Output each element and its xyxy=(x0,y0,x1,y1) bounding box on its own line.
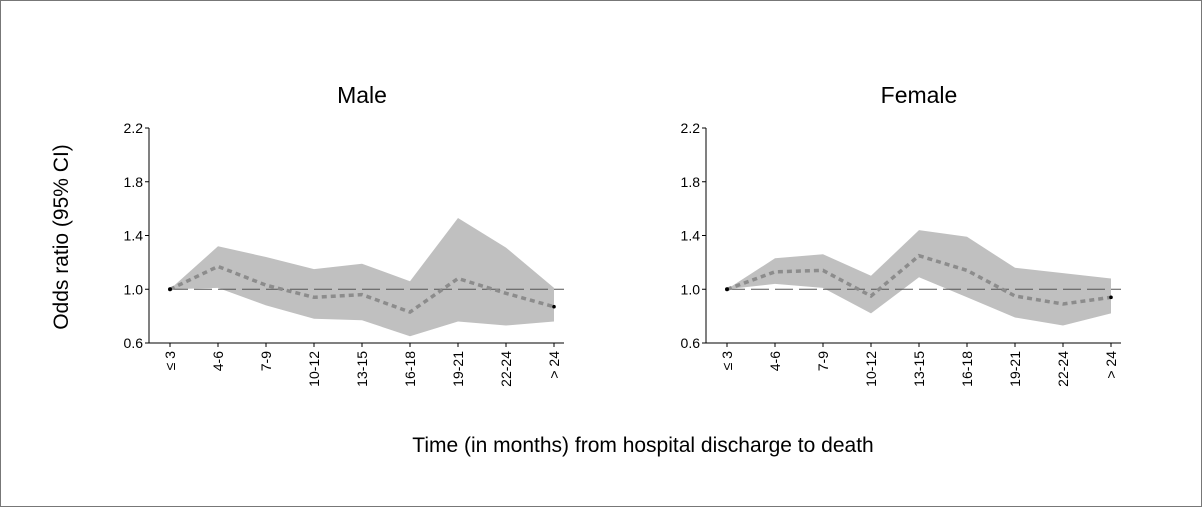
female-x-tick-label: 22-24 xyxy=(1055,351,1071,387)
male-x-tick-label: 13-15 xyxy=(354,351,370,387)
female-y-tick-label: 2.2 xyxy=(681,120,701,136)
male-x-tick-label: 16-18 xyxy=(402,351,418,387)
panel-male: 0.6 1.0 1.4 1.8 2.2 ≤ 3 4-6 7-9 10-12 13-15 16-18 1… xyxy=(124,82,564,387)
female-x-tick-label: ≤ 3 xyxy=(719,351,735,371)
male-reference-point xyxy=(168,287,172,291)
male-x-tick-label: 7-9 xyxy=(258,351,274,371)
male-panel-title: Male xyxy=(337,82,387,108)
male-y-tick-label: 1.8 xyxy=(124,174,144,190)
female-y-tick-label: 1.4 xyxy=(681,228,701,244)
female-x-tick-label: 16-18 xyxy=(959,351,975,387)
male-y-tick-label: 1.0 xyxy=(124,281,144,297)
male-x-tick-label: ≤ 3 xyxy=(162,351,178,371)
y-axis-title: Odds ratio (95% CI) xyxy=(50,144,73,330)
male-x-tick-label: > 24 xyxy=(546,351,562,379)
female-panel-title: Female xyxy=(881,82,958,108)
panel-female: 0.6 1.0 1.4 1.8 2.2 ≤ 3 4-6 7-9 10-12 13-15 16-18 1… xyxy=(681,82,1121,387)
female-x-tick-label: 4-6 xyxy=(767,351,783,371)
female-x-tick-label: 13-15 xyxy=(911,351,927,387)
female-y-tick-label: 0.6 xyxy=(681,335,701,351)
female-x-tick-label: > 24 xyxy=(1103,351,1119,379)
male-ci-band xyxy=(170,218,554,336)
female-x-tick-label: 19-21 xyxy=(1007,351,1023,387)
female-last-point xyxy=(1109,296,1113,300)
male-x-tick-label: 10-12 xyxy=(306,351,322,387)
male-y-tick-label: 2.2 xyxy=(124,120,144,136)
male-last-point xyxy=(552,305,556,309)
female-ci-band xyxy=(727,230,1111,325)
male-y-tick-label: 0.6 xyxy=(124,335,144,351)
female-reference-point xyxy=(725,287,729,291)
female-x-tick-label: 10-12 xyxy=(863,351,879,387)
x-axis-title: Time (in months) from hospital discharge… xyxy=(412,434,873,457)
male-x-tick-label: 22-24 xyxy=(498,351,514,387)
male-x-tick-label: 19-21 xyxy=(450,351,466,387)
female-y-tick-label: 1.8 xyxy=(681,174,701,190)
male-y-tick-label: 1.4 xyxy=(124,228,144,244)
female-x-tick-label: 7-9 xyxy=(815,351,831,371)
male-x-tick-label: 4-6 xyxy=(210,351,226,371)
female-y-tick-label: 1.0 xyxy=(681,281,701,297)
